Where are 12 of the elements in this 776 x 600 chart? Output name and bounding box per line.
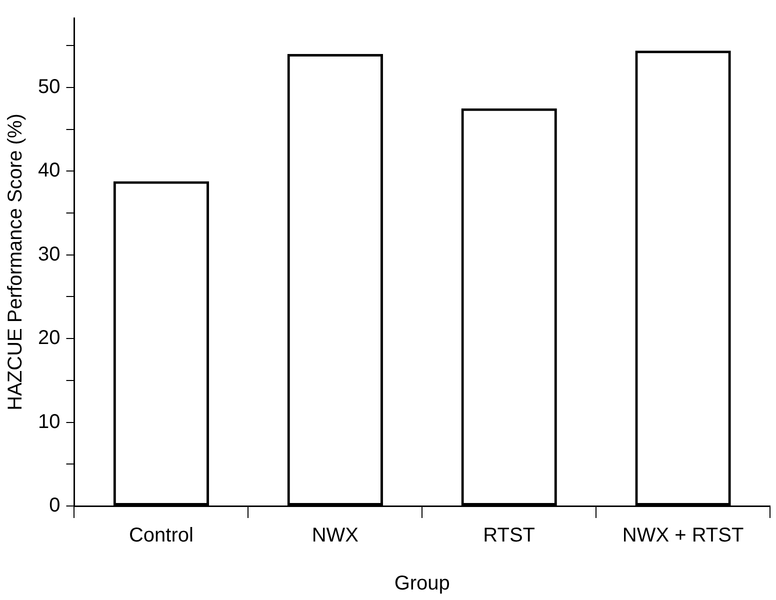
- x-tick-label: NWX: [312, 524, 358, 547]
- y-tick-label: 20: [38, 327, 60, 350]
- y-tick-label: 0: [49, 494, 60, 517]
- y-tick-label: 30: [38, 243, 60, 266]
- y-axis-title: HAZCUE Performance Score (%): [4, 114, 27, 410]
- x-tick-label: RTST: [483, 524, 536, 547]
- x-axis-title: Group: [394, 572, 450, 595]
- y-tick-label: 50: [38, 76, 60, 98]
- y-tick-label: 40: [38, 160, 60, 182]
- y-tick-label: 10: [38, 410, 60, 433]
- x-tick-label: NWX + RTST: [622, 524, 744, 547]
- x-tick-label: Control: [128, 524, 194, 547]
